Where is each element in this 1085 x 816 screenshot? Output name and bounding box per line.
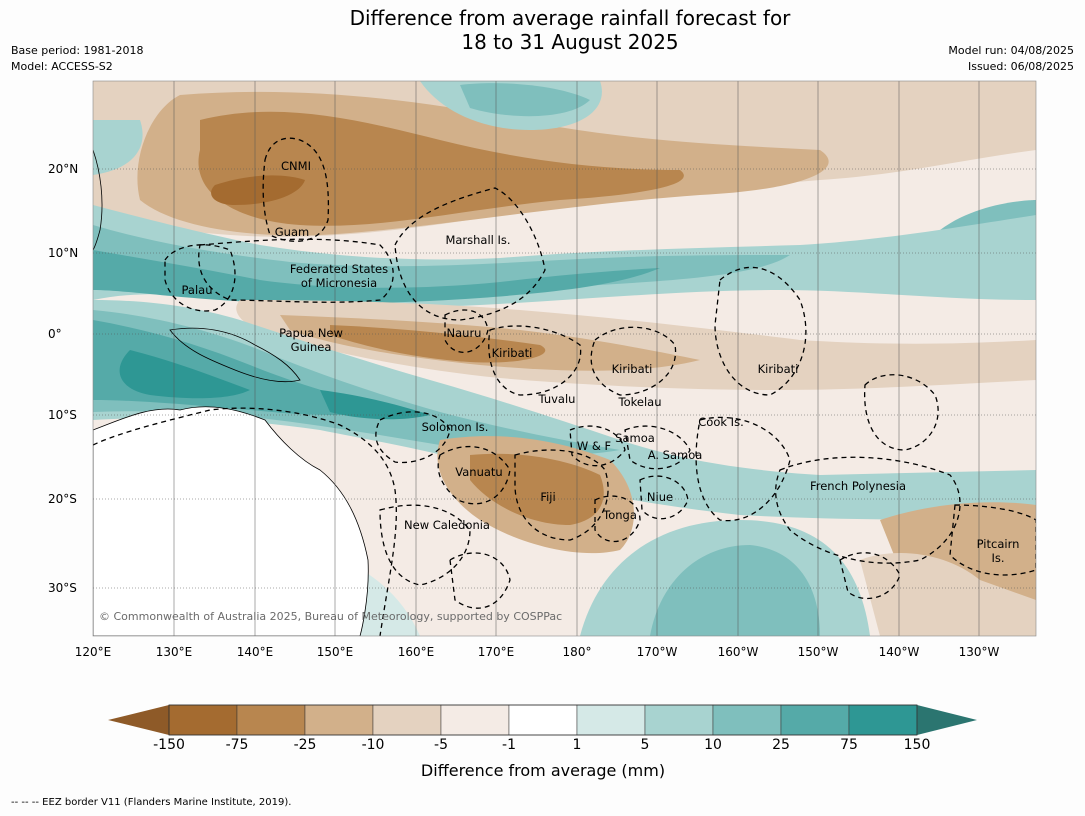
longitude-label: 120°E: [74, 645, 112, 659]
place-label: Papua New Guinea: [279, 326, 343, 354]
place-label: Tokelau: [618, 395, 662, 409]
colorbar-swatch: [508, 704, 578, 736]
colorbar-tick-label: -10: [361, 737, 385, 753]
place-label: Federated States of Micronesia: [289, 262, 389, 290]
title-line-1: Difference from average rainfall forecas…: [349, 6, 791, 30]
place-label: Kiribati: [491, 346, 533, 360]
colorbar-tick-label: 150: [903, 737, 931, 753]
colorbar-tick-label: 1: [572, 737, 582, 753]
latitude-label: 10°N: [48, 246, 79, 260]
place-label: French Polynesia: [809, 479, 907, 493]
colorbar-swatch: [372, 704, 442, 736]
place-label: Tonga: [603, 508, 637, 522]
longitude-label: 140°W: [878, 645, 920, 659]
colorbar-swatch: [304, 704, 374, 736]
map-title: Difference from average rainfall forecas…: [0, 6, 1085, 54]
colorbar-tick-label: -75: [225, 737, 249, 753]
place-label: CNMI: [281, 159, 311, 173]
place-label: Nauru: [446, 326, 482, 340]
meta-left: Base period: 1981-2018 Model: ACCESS-S2: [11, 43, 143, 75]
rainfall-anomaly-field: [93, 81, 1036, 636]
place-label: Cook Is.: [698, 415, 744, 429]
longitude-label: 140°E: [236, 645, 274, 659]
longitude-label: 150°E: [316, 645, 354, 659]
latitude-label: 10°S: [48, 408, 77, 422]
place-label: Samoa: [615, 431, 655, 445]
copyright-notice: © Commonwealth of Australia 2025, Bureau…: [99, 610, 563, 623]
place-label: Tuvalu: [538, 392, 576, 406]
longitude-label: 170°E: [477, 645, 515, 659]
latitude-label: 20°N: [48, 162, 79, 176]
base-period: Base period: 1981-2018: [11, 44, 144, 57]
colorbar-swatch: [712, 704, 782, 736]
colorbar-swatch: [168, 704, 238, 736]
colorbar-tick-label: -5: [434, 737, 448, 753]
colorbar-swatch: [440, 704, 510, 736]
place-label: Pitcairn Is.: [976, 537, 1020, 565]
colorbar-swatch: [780, 704, 850, 736]
colorbar-swatch: [848, 704, 918, 736]
title-line-2: 18 to 31 August 2025: [461, 30, 679, 54]
colorbar: [108, 704, 977, 736]
longitude-label: 130°E: [155, 645, 193, 659]
place-label: New Caledonia: [404, 518, 490, 532]
colorbar-tick-label: 75: [840, 737, 858, 753]
colorbar-tick-label: -150: [153, 737, 185, 753]
colorbar-label: Difference from average (mm): [420, 761, 666, 780]
eez-footnote: -- -- -- EEZ border V11 (Flanders Marine…: [11, 797, 292, 808]
colorbar-swatches: [168, 704, 918, 736]
issued-date: Issued: 06/08/2025: [967, 60, 1074, 73]
colorbar-extend-high: [917, 705, 977, 735]
place-label: Fiji: [540, 490, 556, 504]
place-label: A. Samoa: [647, 448, 703, 462]
colorbar-tick-label: -25: [293, 737, 317, 753]
place-label: Niue: [646, 490, 674, 504]
place-label: Kiribati: [757, 362, 799, 376]
longitude-label: 150°W: [797, 645, 839, 659]
model-run: Model run: 04/08/2025: [948, 44, 1074, 57]
model-name: Model: ACCESS-S2: [11, 60, 113, 73]
latitude-label: 20°S: [48, 492, 77, 506]
graticule: [93, 81, 1036, 636]
colorbar-swatch: [236, 704, 306, 736]
colorbar-tick-label: 5: [640, 737, 650, 753]
latitude-label: 30°S: [48, 581, 77, 595]
colorbar-extend-low: [108, 705, 169, 735]
place-label: Marshall Is.: [445, 233, 511, 247]
colorbar-swatch: [644, 704, 714, 736]
colorbar-tick-label: -1: [502, 737, 516, 753]
longitude-label: 130°W: [958, 645, 1000, 659]
longitude-label: 170°W: [636, 645, 678, 659]
meta-right: Model run: 04/08/2025 Issued: 06/08/2025: [948, 43, 1074, 75]
place-label: Guam: [274, 225, 310, 239]
place-label: Solomon Is.: [421, 420, 489, 434]
colorbar-swatch: [576, 704, 646, 736]
colorbar-tick-label: 10: [704, 737, 722, 753]
latitude-label: 0°: [48, 327, 62, 341]
longitude-label: 160°E: [397, 645, 435, 659]
eez-borders: [93, 137, 1036, 636]
place-label: Palau: [181, 283, 213, 297]
place-label: W & F: [576, 439, 612, 453]
longitude-label: 180°: [562, 645, 592, 659]
colorbar-tick-label: 25: [772, 737, 790, 753]
place-label: Vanuatu: [455, 465, 503, 479]
place-label: Kiribati: [611, 362, 653, 376]
longitude-label: 160°W: [717, 645, 759, 659]
